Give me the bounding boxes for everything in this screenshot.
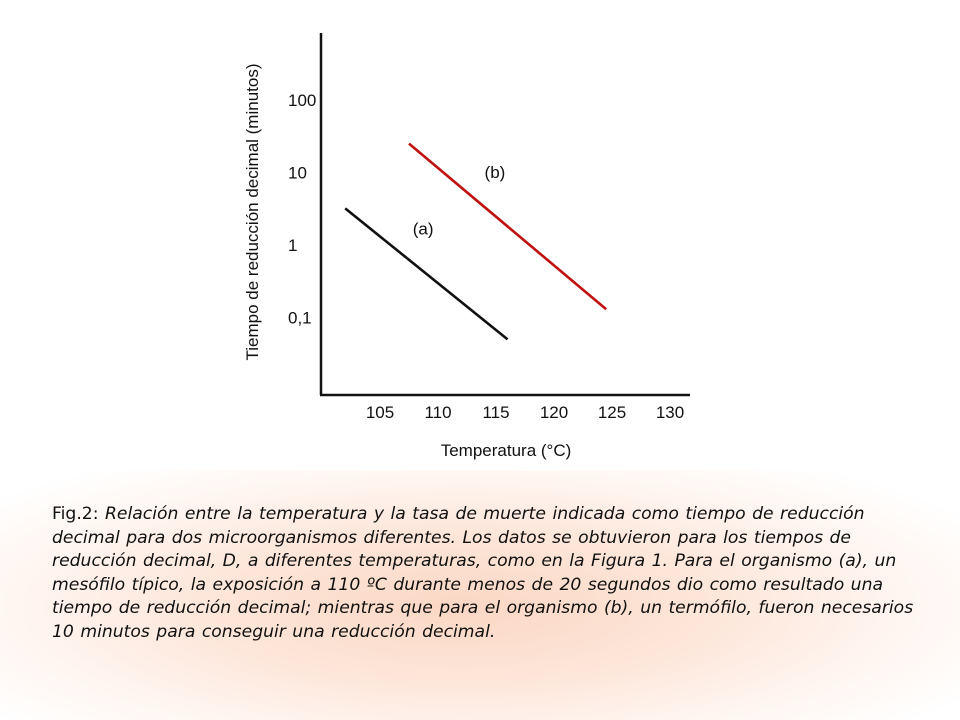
figure-caption: Fig.2: Relación entre la temperatura y l… — [52, 503, 932, 644]
series-lines — [344, 142, 608, 341]
caption-background — [0, 470, 960, 720]
series-label-b: (b) — [485, 163, 506, 182]
y-tick-label: 10 — [288, 164, 307, 183]
x-axis-label: Temperatura (°C) — [441, 441, 572, 460]
x-tick-label: 105 — [366, 403, 394, 422]
series-line-a — [344, 207, 509, 341]
y-axis-label: Tiempo de reducción decimal (minutos) — [243, 64, 262, 361]
x-tick-label: 125 — [598, 403, 626, 422]
y-tick-label: 100 — [288, 91, 316, 110]
series-labels: (a) (b) — [413, 163, 506, 239]
x-tick-label: 110 — [424, 403, 451, 422]
y-tick-label: 1 — [288, 236, 297, 255]
series-line-b — [408, 142, 608, 311]
series-label-a: (a) — [413, 220, 434, 239]
caption-prefix: Fig.2: — [52, 504, 105, 524]
decimal-reduction-chart: 100 10 1 0,1 105 110 115 120 125 130 (a) (b) Temp… — [243, 33, 690, 460]
x-tick-label: 130 — [656, 403, 684, 422]
caption-text: Relación entre la temperatura y la tasa … — [52, 504, 914, 642]
y-tick-label: 0,1 — [288, 309, 312, 328]
x-tick-label: 120 — [540, 403, 568, 422]
x-tick-labels: 105 110 115 120 125 130 — [366, 403, 684, 422]
x-tick-label: 115 — [482, 403, 509, 422]
y-tick-labels: 100 10 1 0,1 — [288, 91, 316, 328]
